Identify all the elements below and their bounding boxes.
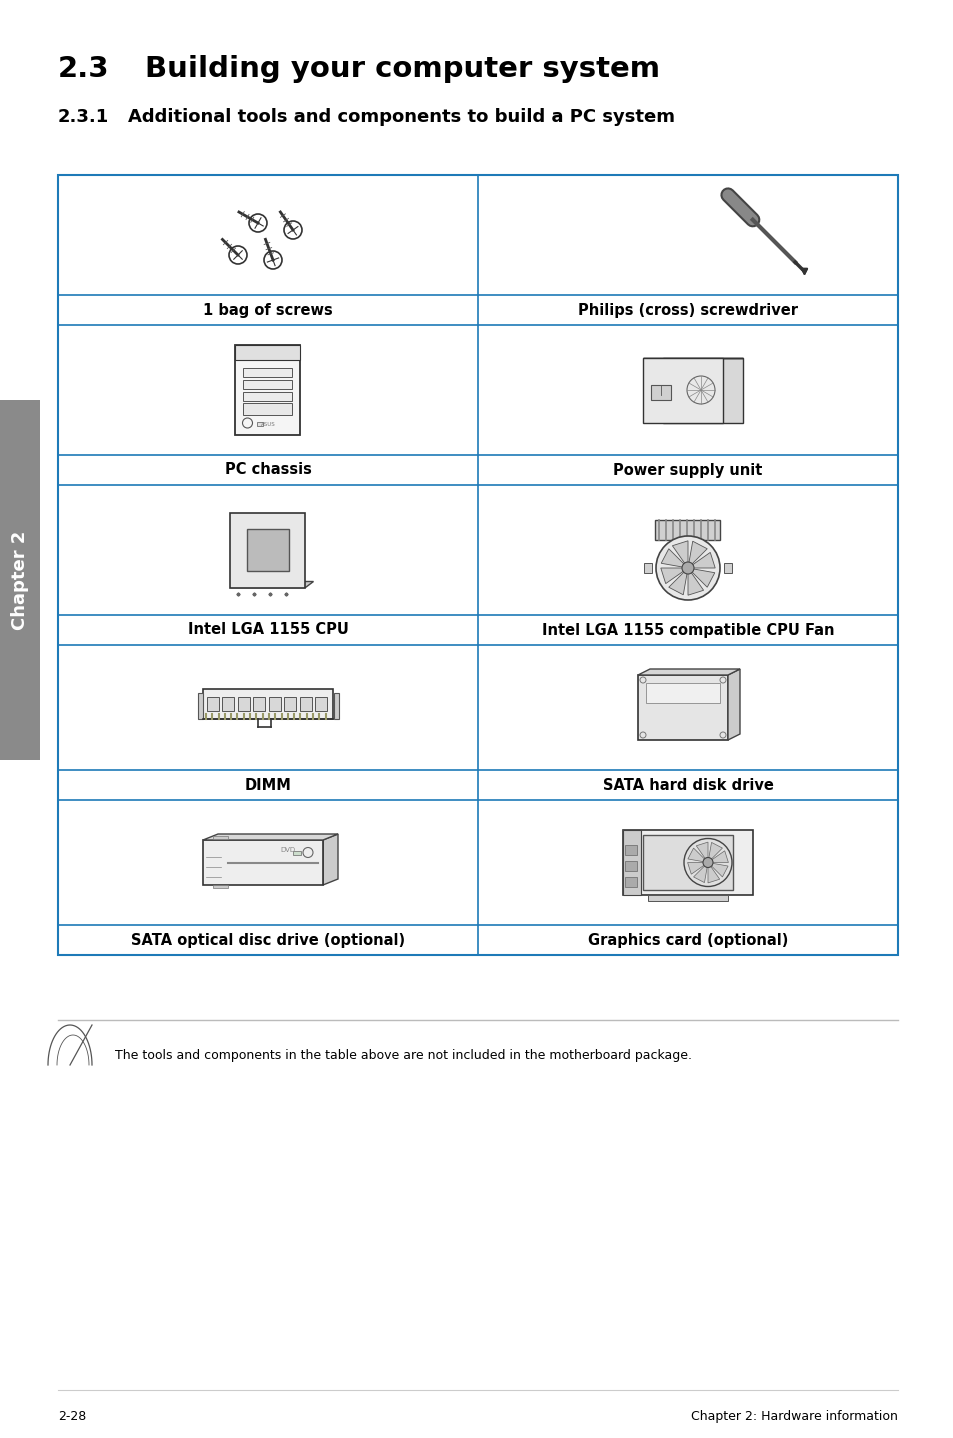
Polygon shape [672, 541, 687, 564]
Bar [334, 693, 338, 719]
Bar [642, 835, 732, 890]
Bar [213, 884, 228, 889]
Text: Philips (cross) screwdriver: Philips (cross) screwdriver [578, 302, 797, 318]
Bar [723, 564, 731, 572]
Polygon shape [231, 512, 305, 588]
Text: ASUS: ASUS [260, 421, 275, 427]
Text: Power supply unit: Power supply unit [613, 463, 761, 477]
Bar [622, 830, 640, 894]
Text: The tools and components in the table above are not included in the motherboard : The tools and components in the table ab… [115, 1048, 691, 1061]
Bar [243, 403, 293, 416]
Bar [645, 683, 720, 703]
Text: Additional tools and components to build a PC system: Additional tools and components to build… [128, 108, 675, 127]
Text: DVD: DVD [280, 847, 295, 854]
Bar [643, 564, 651, 572]
Bar [243, 380, 293, 390]
Text: Chapter 2: Chapter 2 [11, 531, 29, 630]
Circle shape [681, 562, 693, 574]
Polygon shape [688, 541, 706, 565]
Polygon shape [668, 571, 686, 595]
Text: 2.3.1: 2.3.1 [58, 108, 110, 127]
Text: 1 bag of screws: 1 bag of screws [203, 302, 333, 318]
Bar [0, 400, 40, 761]
Bar [207, 696, 219, 710]
Circle shape [702, 857, 712, 867]
Circle shape [683, 838, 731, 886]
Text: Chapter 2: Hardware information: Chapter 2: Hardware information [690, 1411, 897, 1424]
Polygon shape [638, 669, 740, 674]
Bar [624, 861, 637, 871]
Polygon shape [662, 358, 742, 423]
Text: Graphics card (optional): Graphics card (optional) [587, 932, 787, 948]
Text: 2.3: 2.3 [58, 55, 110, 83]
Bar [284, 696, 296, 710]
Polygon shape [691, 569, 714, 587]
Polygon shape [691, 552, 715, 568]
Text: SATA hard disk drive: SATA hard disk drive [602, 778, 773, 792]
Polygon shape [708, 843, 721, 858]
Bar [624, 846, 637, 856]
Polygon shape [231, 581, 314, 588]
Bar [257, 421, 263, 426]
Polygon shape [687, 863, 703, 874]
Polygon shape [203, 834, 337, 840]
Bar [203, 689, 333, 719]
Bar [198, 693, 203, 719]
Text: SATA optical disc drive (optional): SATA optical disc drive (optional) [131, 932, 405, 948]
Bar [624, 877, 637, 887]
Bar [58, 175, 897, 955]
Bar [247, 529, 289, 571]
Text: DIMM: DIMM [244, 778, 291, 792]
Text: Building your computer system: Building your computer system [145, 55, 659, 83]
Bar [213, 835, 228, 838]
Bar [315, 696, 327, 710]
Bar [293, 850, 301, 854]
Bar [235, 345, 300, 436]
Bar [299, 696, 312, 710]
Polygon shape [687, 572, 703, 595]
Bar [647, 894, 727, 902]
Bar [638, 674, 727, 741]
Polygon shape [660, 549, 683, 567]
Bar [243, 368, 293, 377]
Polygon shape [707, 867, 719, 883]
Polygon shape [660, 568, 683, 584]
Bar [243, 393, 293, 401]
Bar [269, 696, 281, 710]
Polygon shape [711, 851, 728, 863]
Bar [235, 345, 300, 360]
Polygon shape [323, 834, 337, 884]
Text: PC chassis: PC chassis [224, 463, 311, 477]
Bar [655, 521, 720, 541]
Polygon shape [711, 863, 727, 877]
Polygon shape [696, 843, 707, 858]
Polygon shape [727, 669, 740, 741]
Circle shape [656, 536, 720, 600]
Bar [622, 830, 752, 894]
Polygon shape [642, 358, 722, 423]
Text: Intel LGA 1155 compatible CPU Fan: Intel LGA 1155 compatible CPU Fan [541, 623, 833, 637]
Text: 2-28: 2-28 [58, 1411, 86, 1424]
Text: Intel LGA 1155 CPU: Intel LGA 1155 CPU [188, 623, 348, 637]
Bar [237, 696, 250, 710]
Bar [243, 404, 293, 413]
Bar [203, 840, 323, 884]
Bar [253, 696, 265, 710]
Polygon shape [693, 866, 706, 883]
Polygon shape [687, 848, 703, 861]
Bar [222, 696, 234, 710]
Bar [650, 385, 670, 400]
